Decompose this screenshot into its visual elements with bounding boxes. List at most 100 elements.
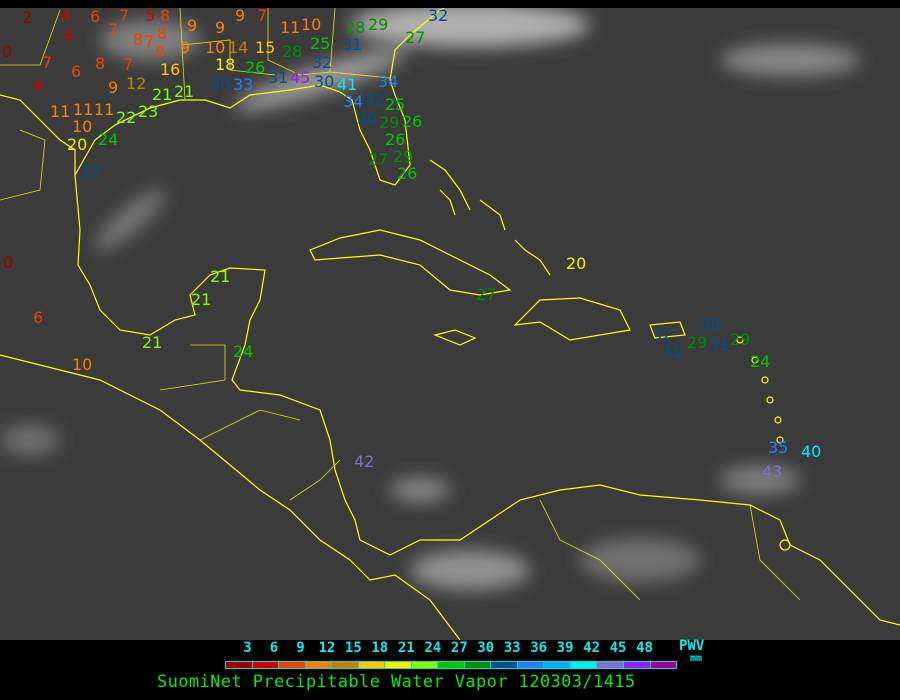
station-pwv-value: 27 [368, 150, 389, 169]
station-pwv-value: 25 [385, 95, 406, 114]
station-pwv-value: 45 [290, 68, 311, 87]
legend-swatch [623, 662, 651, 668]
station-pwv-value: 10 [301, 15, 322, 34]
station-pwv-value: 34 [378, 72, 399, 91]
legend-tick: 27 [450, 640, 468, 656]
station-pwv-value: 43 [762, 462, 783, 481]
station-pwv-value: 16 [160, 60, 181, 79]
legend-tick: 18 [371, 640, 389, 656]
station-pwv-value: 8 [160, 8, 171, 25]
station-pwv-value: 24 [98, 130, 119, 149]
legend-tick-labels: 3 6 9 12 15 18 21 24 27 30 33 36 39 42 45 48 [225, 640, 677, 656]
color-legend: 3 6 9 12 15 18 21 24 27 30 33 36 39 42 45 48 PWV mm Suo… [0, 638, 900, 700]
coastlines [0, 8, 900, 640]
station-pwv-value: 20 [566, 254, 587, 273]
station-pwv-value: 11 [94, 100, 115, 119]
station-pwv-value: 40 [801, 442, 822, 461]
legend-tick: 42 [583, 640, 601, 656]
legend-tick: 9 [296, 640, 305, 656]
legend-swatch [332, 662, 359, 668]
legend-swatch [226, 662, 253, 668]
political-borders [0, 8, 801, 601]
station-pwv-value: 25 [310, 34, 331, 53]
station-pwv-value: 31 [268, 68, 289, 87]
legend-swatch [358, 662, 386, 668]
legend-tick: 45 [609, 640, 627, 656]
station-pwv-value: 29 [379, 113, 400, 132]
station-pwv-value: 18 [215, 55, 236, 74]
station-pwv-value: 8 [95, 54, 106, 73]
station-pwv-value: 29 [368, 15, 389, 34]
satellite-map: 2 0 4 4 4 6 7 5 8 7 8 8 7 8 7 6 8 7 9 12 16 9 9 9 7 9 10 14 15 18 26 30… [0, 8, 900, 640]
legend-tick: 3 [243, 640, 252, 656]
station-pwv-value: 11 [280, 18, 301, 37]
station-pwv-value: 30 [700, 315, 721, 334]
station-pwv-value: 27 [405, 28, 426, 47]
station-pwv-value: 22 [116, 108, 137, 127]
station-pwv-value: 21 [174, 82, 195, 101]
station-pwv-value: 7 [123, 55, 134, 74]
station-pwv-value: 26 [397, 164, 418, 183]
map-background [0, 8, 900, 640]
station-pwv-value: 21 [152, 85, 173, 104]
station-pwv-value: 27 [476, 285, 497, 304]
station-pwv-value: 14 [228, 38, 249, 57]
station-pwv-value: 32 [652, 325, 673, 344]
station-pwv-value: 4 [63, 26, 74, 45]
station-pwv-value: 28 [282, 42, 303, 61]
station-pwv-value: 32 [428, 8, 449, 25]
station-pwv-value: 32 [80, 162, 101, 181]
station-pwv-value: 21 [142, 333, 163, 352]
station-pwv-value: 29 [393, 147, 414, 166]
station-pwv-value: 8 [157, 24, 168, 43]
station-pwv-value: 42 [354, 452, 375, 471]
station-pwv-value: 0 [3, 253, 14, 272]
station-pwv-value: 31 [662, 342, 683, 361]
station-pwv-value: 9 [180, 38, 191, 57]
station-pwv-value: 15 [255, 38, 276, 57]
legend-swatch [517, 662, 545, 668]
station-pwv-value: 26 [402, 112, 423, 131]
station-pwv-value: 10 [205, 38, 226, 57]
station-pwv-value: 6 [33, 308, 44, 327]
station-pwv-value: 9 [235, 8, 246, 25]
station-pwv-value: 4 [33, 76, 44, 95]
legend-swatch [491, 662, 518, 668]
legend-swatch [252, 662, 280, 668]
station-pwv-value: 32 [364, 90, 385, 109]
station-pwv-value: 7 [119, 8, 130, 25]
station-pwv-value: 7 [108, 20, 119, 39]
legend-color-bar [225, 661, 677, 669]
station-pwv-value: 21 [210, 267, 231, 286]
station-pwv-value: 7 [257, 8, 268, 25]
station-pwv-value: 31 [342, 35, 363, 54]
legend-swatch [570, 662, 598, 668]
station-pwv-value: 28 [345, 18, 366, 37]
station-pwv-value: 9 [108, 78, 119, 97]
station-pwv-value: 11 [50, 102, 71, 121]
station-pwv-value: 0 [2, 42, 13, 61]
legend-tick: 36 [530, 640, 548, 656]
legend-swatch [597, 662, 624, 668]
station-pwv-value: 9 [187, 16, 198, 35]
station-pwv-value: 20 [67, 135, 88, 154]
map-caption: SuomiNet Precipitable Water Vapor 120303… [157, 672, 636, 692]
station-pwv-value: 41 [337, 75, 358, 94]
station-pwv-value: 10 [72, 117, 93, 136]
station-pwv-value: 26 [385, 130, 406, 149]
legend-swatch [438, 662, 465, 668]
legend-tick: 33 [503, 640, 521, 656]
station-pwv-value: 23 [138, 102, 159, 121]
station-pwv-value: 8 [133, 30, 144, 49]
legend-swatch [650, 662, 677, 668]
legend-swatch [544, 662, 571, 668]
legend-tick: 48 [636, 640, 653, 656]
station-pwv-value: 21 [191, 290, 212, 309]
station-pwv-value: 4 [61, 8, 72, 25]
legend-tick: 30 [477, 640, 495, 656]
cloud-layer [0, 8, 860, 590]
station-pwv-value: 24 [233, 342, 254, 361]
station-pwv-value: 30 [314, 72, 335, 91]
legend-unit-label: PWV [679, 638, 705, 654]
